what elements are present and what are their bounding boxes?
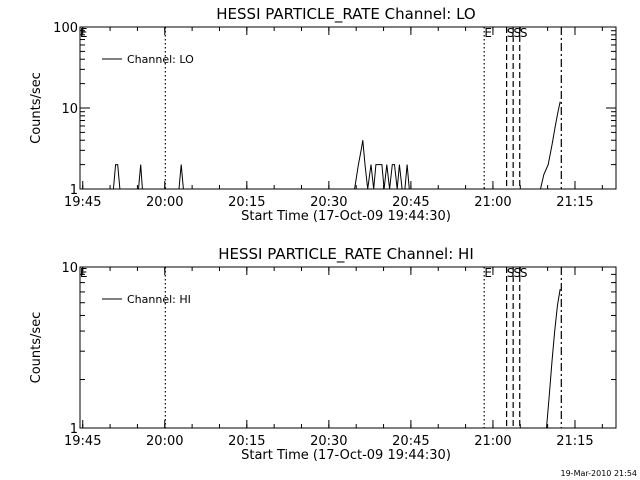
y-tick-label: 1 — [70, 422, 78, 437]
event-marker-label: S — [520, 266, 528, 280]
plot-timestamp: 19-Mar-2010 21:54 — [561, 469, 638, 478]
plot-panel-hi: HESSI PARTICLE_RATE Channel: HI 19:45 20:0… — [29, 245, 617, 463]
y-axis-label: Counts/sec — [29, 312, 44, 384]
event-marker-label: S — [507, 26, 515, 40]
chart-title: HESSI PARTICLE_RATE Channel: LO — [216, 5, 475, 24]
x-tick-label: 21:15 — [556, 195, 593, 210]
event-marker-label: E — [80, 26, 88, 40]
event-marker-label: S — [507, 266, 515, 280]
x-tick-label: 20:30 — [310, 434, 347, 449]
x-tick-label: 21:15 — [556, 434, 593, 449]
x-axis-label: Start Time (17-Oct-09 19:44:30) — [241, 448, 451, 463]
legend-entry: Channel: HI — [127, 293, 191, 306]
x-tick-label: 20:45 — [392, 195, 429, 210]
x-tick-label: 19:45 — [64, 434, 101, 449]
x-tick-label: 19:45 — [64, 195, 101, 210]
plot-panel-lo: HESSI PARTICLE_RATE Channel: LO 19:45 20:0… — [29, 5, 617, 224]
x-tick-label: 20:30 — [310, 195, 347, 210]
x-tick-label: 21:00 — [474, 434, 511, 449]
event-marker-label: S — [520, 26, 528, 40]
event-marker-label: E — [484, 26, 492, 40]
series-line — [80, 101, 561, 190]
event-marker-label: E — [484, 266, 492, 280]
series-line — [546, 288, 561, 429]
event-marker-label: E — [80, 266, 88, 280]
legend-entry: Channel: LO — [127, 53, 194, 66]
x-axis-label: Start Time (17-Oct-09 19:44:30) — [241, 209, 451, 224]
x-tick-label: 21:00 — [474, 195, 511, 210]
event-marker-label: S — [513, 266, 521, 280]
y-tick-label: 10 — [61, 102, 78, 117]
event-marker-label: S — [513, 26, 521, 40]
plot-frame — [79, 26, 617, 190]
x-tick-label: 20:00 — [146, 434, 183, 449]
x-tick-label: 20:00 — [146, 195, 183, 210]
chart-title: HESSI PARTICLE_RATE Channel: HI — [218, 245, 474, 264]
y-tick-label: 1 — [70, 183, 78, 198]
x-tick-label: 20:15 — [228, 434, 265, 449]
y-axis-label: Counts/sec — [29, 72, 44, 144]
x-tick-label: 20:45 — [392, 434, 429, 449]
y-tick-label: 10 — [61, 261, 78, 276]
plot-frame — [79, 266, 617, 429]
y-tick-label: 100 — [53, 21, 78, 36]
x-tick-label: 20:15 — [228, 195, 265, 210]
